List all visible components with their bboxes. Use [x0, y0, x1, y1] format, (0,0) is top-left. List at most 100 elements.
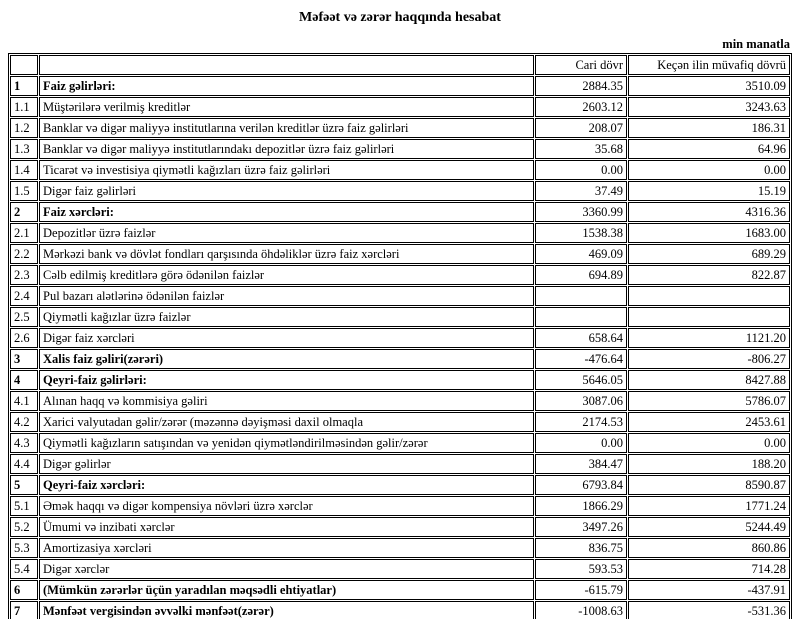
table-row: 5 Qeyri-faiz xərcləri: 6793.84 8590.87	[10, 475, 790, 495]
row-label-cell: Faiz xərcləri:	[39, 202, 534, 222]
row-current-value	[535, 307, 627, 327]
row-label-cell: (Mümkün zərərlər üçün yaradılan məqsədli…	[39, 580, 534, 600]
row-number-cell: 5.4	[10, 559, 38, 579]
row-previous-value: 186.31	[628, 118, 790, 138]
row-label-cell: Banklar və digər maliyyə institutlarında…	[39, 139, 534, 159]
table-row: 2.3 Cəlb edilmiş kreditlərə görə ödənilə…	[10, 265, 790, 285]
row-label-cell: Digər gəlirlər	[39, 454, 534, 474]
table-row: 4.1 Alınan haqq və kommisiya gəliri 3087…	[10, 391, 790, 411]
row-current-value: -615.79	[535, 580, 627, 600]
table-row: 2.6 Digər faiz xərcləri 658.64 1121.20	[10, 328, 790, 348]
table-row: 5.1 Əmək haqqı və digər kompensiya növlə…	[10, 496, 790, 516]
row-number-cell: 2	[10, 202, 38, 222]
row-current-value: 0.00	[535, 160, 627, 180]
row-label-cell: Əmək haqqı və digər kompensiya növləri ü…	[39, 496, 534, 516]
row-previous-value: 860.86	[628, 538, 790, 558]
row-current-value: 1538.38	[535, 223, 627, 243]
header-cell-current-period: Cari dövr	[535, 55, 627, 75]
row-number-cell: 7	[10, 601, 38, 619]
row-current-value: 0.00	[535, 433, 627, 453]
row-previous-value: 15.19	[628, 181, 790, 201]
row-number-cell: 4.1	[10, 391, 38, 411]
table-row: 4 Qeyri-faiz gəlirləri: 5646.05 8427.88	[10, 370, 790, 390]
row-label-cell: Amortizasiya xərcləri	[39, 538, 534, 558]
row-label-cell: Qeyri-faiz gəlirləri:	[39, 370, 534, 390]
table-row: 6 (Mümkün zərərlər üçün yaradılan məqsəd…	[10, 580, 790, 600]
row-current-value: 2174.53	[535, 412, 627, 432]
row-previous-value: 5786.07	[628, 391, 790, 411]
row-current-value: 384.47	[535, 454, 627, 474]
row-current-value: 836.75	[535, 538, 627, 558]
row-previous-value: 1683.00	[628, 223, 790, 243]
table-row: 1.4 Ticarət və investisiya qiymətli kağı…	[10, 160, 790, 180]
row-label-cell: Ticarət və investisiya qiymətli kağızlar…	[39, 160, 534, 180]
table-row: 4.3 Qiymətli kağızların satışından və ye…	[10, 433, 790, 453]
row-current-value: 3087.06	[535, 391, 627, 411]
unit-note: min manatla	[722, 37, 790, 51]
table-row: 2.1 Depozitlər üzrə faizlər 1538.38 1683…	[10, 223, 790, 243]
row-number-cell: 5.1	[10, 496, 38, 516]
row-previous-value	[628, 307, 790, 327]
row-previous-value: 188.20	[628, 454, 790, 474]
row-current-value: 35.68	[535, 139, 627, 159]
row-label-cell: Ümumi və inzibati xərclər	[39, 517, 534, 537]
row-label-cell: Digər faiz xərcləri	[39, 328, 534, 348]
row-number-cell: 2.4	[10, 286, 38, 306]
row-previous-value: 2453.61	[628, 412, 790, 432]
row-previous-value: 689.29	[628, 244, 790, 264]
row-number-cell: 6	[10, 580, 38, 600]
row-current-value: 37.49	[535, 181, 627, 201]
row-label-cell: Qeyri-faiz xərcləri:	[39, 475, 534, 495]
table-row: 5.3 Amortizasiya xərcləri 836.75 860.86	[10, 538, 790, 558]
row-current-value: 1866.29	[535, 496, 627, 516]
table-row: 2.4 Pul bazarı alətlərinə ödənilən faizl…	[10, 286, 790, 306]
table-row: 2.5 Qiymətli kağızlar üzrə faizlər	[10, 307, 790, 327]
table-row: 3 Xalis faiz gəliri(zərəri) -476.64 -806…	[10, 349, 790, 369]
row-current-value: 3497.26	[535, 517, 627, 537]
row-current-value: 593.53	[535, 559, 627, 579]
table-row: 5.2 Ümumi və inzibati xərclər 3497.26 52…	[10, 517, 790, 537]
page-title: Məfəət və zərər haqqında hesabat	[299, 10, 501, 25]
row-previous-value: 5244.49	[628, 517, 790, 537]
row-number-cell: 2.3	[10, 265, 38, 285]
row-previous-value: 3510.09	[628, 76, 790, 96]
header-cell-previous-period: Keçən ilin müvafiq dövrü	[628, 55, 790, 75]
row-number-cell: 1.2	[10, 118, 38, 138]
table-row: 1.3 Banklar və digər maliyyə institutlar…	[10, 139, 790, 159]
table-row: 2.2 Mərkəzi bank və dövlət fondları qarş…	[10, 244, 790, 264]
row-current-value: 2603.12	[535, 97, 627, 117]
row-label-cell: Pul bazarı alətlərinə ödənilən faizlər	[39, 286, 534, 306]
row-number-cell: 4.4	[10, 454, 38, 474]
row-number-cell: 2.2	[10, 244, 38, 264]
table-row: 4.4 Digər gəlirlər 384.47 188.20	[10, 454, 790, 474]
row-number-cell: 3	[10, 349, 38, 369]
row-number-cell: 5.3	[10, 538, 38, 558]
row-current-value: 658.64	[535, 328, 627, 348]
table-header: Cari dövr Keçən ilin müvafiq dövrü	[10, 55, 790, 75]
row-previous-value: 0.00	[628, 433, 790, 453]
row-label-cell: Cəlb edilmiş kreditlərə görə ödənilən fa…	[39, 265, 534, 285]
row-current-value: 208.07	[535, 118, 627, 138]
row-previous-value: 8427.88	[628, 370, 790, 390]
row-number-cell: 4.3	[10, 433, 38, 453]
row-current-value: 469.09	[535, 244, 627, 264]
row-current-value	[535, 286, 627, 306]
row-previous-value: 822.87	[628, 265, 790, 285]
profit-loss-table: Cari dövr Keçən ilin müvafiq dövrü 1 Fai…	[8, 53, 792, 619]
row-previous-value: 1771.24	[628, 496, 790, 516]
row-label-cell: Faiz gəlirləri:	[39, 76, 534, 96]
row-current-value: 6793.84	[535, 475, 627, 495]
row-current-value: -1008.63	[535, 601, 627, 619]
row-number-cell: 2.1	[10, 223, 38, 243]
row-label-cell: Xalis faiz gəliri(zərəri)	[39, 349, 534, 369]
row-previous-value: 1121.20	[628, 328, 790, 348]
row-previous-value: 0.00	[628, 160, 790, 180]
row-label-cell: Digər faiz gəlirləri	[39, 181, 534, 201]
row-number-cell: 2.5	[10, 307, 38, 327]
row-label-cell: Qiymətli kağızlar üzrə faizlər	[39, 307, 534, 327]
row-current-value: 2884.35	[535, 76, 627, 96]
row-previous-value: 3243.63	[628, 97, 790, 117]
row-number-cell: 1	[10, 76, 38, 96]
row-number-cell: 4.2	[10, 412, 38, 432]
